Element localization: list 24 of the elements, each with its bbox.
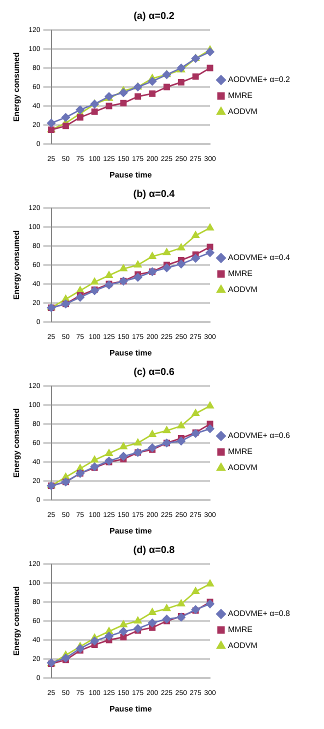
y-axis-title: Energy consumed (12, 586, 22, 656)
legend-label: AODVME+ α=0.6 (228, 431, 291, 440)
legend-label: MMRE (228, 447, 252, 456)
x-axis-title: Pause time (110, 526, 152, 536)
legend-label: AODVME+ α=0.2 (228, 75, 291, 84)
chart-title: (a) α=0.2 (134, 10, 175, 22)
chart-title: (c) α=0.6 (134, 366, 175, 378)
y-axis-title: Energy consumed (12, 52, 22, 122)
legend-label: MMRE (228, 91, 252, 100)
x-axis-title: Pause time (110, 704, 152, 714)
legend-label: MMRE (228, 269, 252, 278)
legend-label: AODVM (228, 641, 258, 650)
y-axis-title: Energy consumed (12, 408, 22, 478)
legend-label: AODVM (228, 107, 258, 116)
legend-label: AODVM (228, 285, 258, 294)
chart-title: (b) α=0.4 (133, 188, 176, 200)
legend-label: MMRE (228, 625, 252, 634)
x-axis-title: Pause time (110, 170, 152, 180)
legend-label: AODVME+ α=0.8 (228, 609, 291, 618)
x-axis-title: Pause time (110, 348, 152, 358)
y-axis-title: Energy consumed (12, 230, 22, 300)
legend-label: AODVM (228, 463, 258, 472)
chart-title: (d) α=0.8 (133, 544, 176, 556)
legend-label: AODVME+ α=0.4 (228, 253, 291, 262)
